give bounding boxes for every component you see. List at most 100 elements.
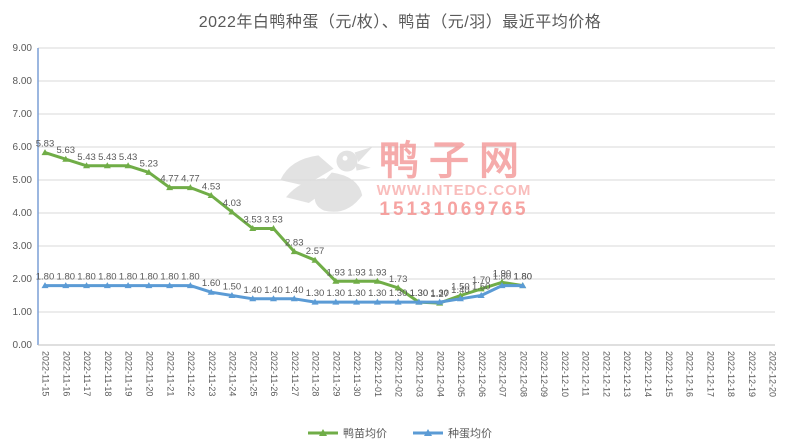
duckling-data-label: 2.57 bbox=[306, 246, 325, 257]
y-tick-label: 6.00 bbox=[13, 142, 33, 153]
egg-data-label: 1.30 bbox=[430, 288, 449, 299]
x-tick-label: 2022-12-18 bbox=[726, 351, 736, 397]
x-tick-label: 2022-12-11 bbox=[581, 351, 591, 396]
egg-price-line bbox=[45, 284, 523, 304]
duckling-data-label: 1.50 bbox=[451, 282, 470, 293]
duckling-data-label: 2.83 bbox=[285, 238, 304, 249]
egg-marker bbox=[249, 295, 257, 302]
duckling-data-label: 3.53 bbox=[264, 215, 283, 226]
duckling-data-label: 5.43 bbox=[119, 152, 138, 163]
x-tick-label: 2022-12-19 bbox=[747, 351, 757, 397]
egg-marker bbox=[477, 292, 485, 298]
egg-marker bbox=[62, 282, 70, 289]
duckling-marker bbox=[249, 225, 257, 232]
y-tick-label: 0.00 bbox=[13, 340, 33, 351]
duckling-data-label: 3.53 bbox=[243, 215, 262, 226]
egg-data-label: 1.60 bbox=[202, 278, 221, 289]
duckling-data-label: 5.63 bbox=[57, 145, 76, 156]
egg-marker bbox=[332, 298, 340, 305]
chart-title: 2022年白鸭种蛋（元/枚）、鸭苗（元/羽）最近平均价格 bbox=[198, 14, 602, 31]
x-tick-label: 2022-12-15 bbox=[664, 351, 674, 397]
egg-marker bbox=[83, 282, 91, 289]
duckling-marker bbox=[62, 155, 70, 162]
x-tick-label: 2022-11-16 bbox=[61, 351, 71, 396]
y-tick-label: 3.00 bbox=[13, 241, 33, 252]
egg-marker bbox=[186, 282, 194, 289]
duckling-marker bbox=[456, 292, 464, 298]
egg-marker bbox=[311, 298, 319, 305]
egg-data-label: 1.80 bbox=[119, 272, 138, 283]
duckling-data-label: 1.93 bbox=[327, 267, 346, 278]
egg-data-label: 1.80 bbox=[493, 272, 512, 283]
x-tick-label: 2022-12-13 bbox=[622, 351, 632, 397]
egg-marker bbox=[228, 292, 236, 298]
x-tick-label: 2022-12-16 bbox=[685, 351, 695, 397]
x-tick-label: 2022-11-15 bbox=[41, 351, 51, 396]
x-tick-label: 2022-12-05 bbox=[456, 351, 466, 397]
x-tick-label: 2022-12-12 bbox=[601, 351, 611, 397]
x-tick-label: 2022-11-25 bbox=[248, 351, 258, 396]
x-tick-label: 2022-12-03 bbox=[415, 351, 425, 397]
legend-label-egg: 种蛋均价 bbox=[448, 428, 492, 440]
egg-marker bbox=[41, 282, 49, 289]
duckling-marker bbox=[394, 284, 402, 291]
x-tick-label: 2022-12-01 bbox=[373, 351, 383, 397]
egg-marker bbox=[436, 298, 444, 305]
duckling-data-label: 1.90 bbox=[493, 268, 512, 279]
x-tick-label: 2022-11-23 bbox=[207, 351, 217, 396]
egg-marker bbox=[373, 298, 381, 305]
duckling-marker bbox=[269, 225, 277, 232]
duckling-marker bbox=[332, 277, 340, 284]
x-tick-label: 2022-12-02 bbox=[394, 351, 404, 397]
egg-data-label: 1.40 bbox=[264, 285, 283, 296]
x-tick-label: 2022-12-17 bbox=[705, 351, 715, 397]
x-tick-label: 2022-11-21 bbox=[165, 351, 175, 396]
x-tick-label: 2022-12-14 bbox=[643, 351, 653, 397]
legend: 鸭苗均价 种蛋均价 bbox=[0, 425, 800, 441]
y-tick-label: 7.00 bbox=[13, 109, 33, 120]
watermark-url: WWW.INTEDC.COM bbox=[376, 182, 532, 199]
duckling-data-label: 1.93 bbox=[368, 267, 387, 278]
egg-data-label: 1.80 bbox=[513, 272, 532, 283]
duckling-marker bbox=[353, 277, 361, 284]
x-tick-label: 2022-12-07 bbox=[498, 351, 508, 397]
egg-marker bbox=[103, 282, 111, 289]
duckling-data-label: 5.43 bbox=[77, 152, 96, 163]
duckling-marker bbox=[373, 277, 381, 284]
x-tick-label: 2022-12-20 bbox=[768, 351, 778, 397]
egg-data-label: 1.30 bbox=[347, 288, 366, 299]
y-tick-label: 2.00 bbox=[13, 274, 33, 285]
x-tick-label: 2022-11-28 bbox=[311, 351, 321, 396]
legend-item-egg: 种蛋均价 bbox=[413, 425, 492, 441]
egg-data-label: 1.40 bbox=[285, 285, 304, 296]
egg-data-label: 1.30 bbox=[368, 288, 387, 299]
x-tick-label: 2022-12-06 bbox=[477, 351, 487, 397]
duckling-marker bbox=[83, 162, 91, 169]
duckling-data-label: 1.30 bbox=[410, 288, 429, 299]
egg-marker bbox=[207, 288, 215, 295]
duckling-data-label: 4.77 bbox=[181, 174, 200, 185]
duckling-marker bbox=[228, 208, 236, 215]
legend-item-duckling: 鸭苗均价 bbox=[308, 425, 387, 441]
egg-marker bbox=[166, 282, 174, 289]
watermark: 鸭子网 WWW.INTEDC.COM 15131069765 bbox=[278, 140, 538, 225]
egg-marker bbox=[145, 282, 153, 289]
egg-data-label: 1.80 bbox=[77, 272, 96, 283]
x-tick-label: 2022-11-26 bbox=[269, 351, 279, 396]
legend-label-duckling: 鸭苗均价 bbox=[343, 428, 387, 440]
duckling-data-label: 1.80 bbox=[513, 272, 532, 283]
duckling-marker bbox=[311, 256, 319, 263]
duckling-data-label: 1.70 bbox=[472, 275, 491, 286]
egg-data-label: 1.40 bbox=[243, 285, 262, 296]
egg-data-label: 1.80 bbox=[181, 272, 200, 283]
egg-data-label: 1.50 bbox=[472, 282, 491, 293]
x-tick-label: 2022-12-10 bbox=[560, 351, 570, 397]
duckling-marker bbox=[166, 184, 174, 191]
egg-data-label: 1.80 bbox=[57, 272, 76, 283]
duckling-marker bbox=[145, 168, 153, 175]
x-tick-label: 2022-11-30 bbox=[352, 351, 362, 396]
egg-data-label: 1.30 bbox=[410, 288, 429, 299]
egg-marker bbox=[415, 298, 423, 305]
y-tick-label: 8.00 bbox=[13, 76, 33, 87]
